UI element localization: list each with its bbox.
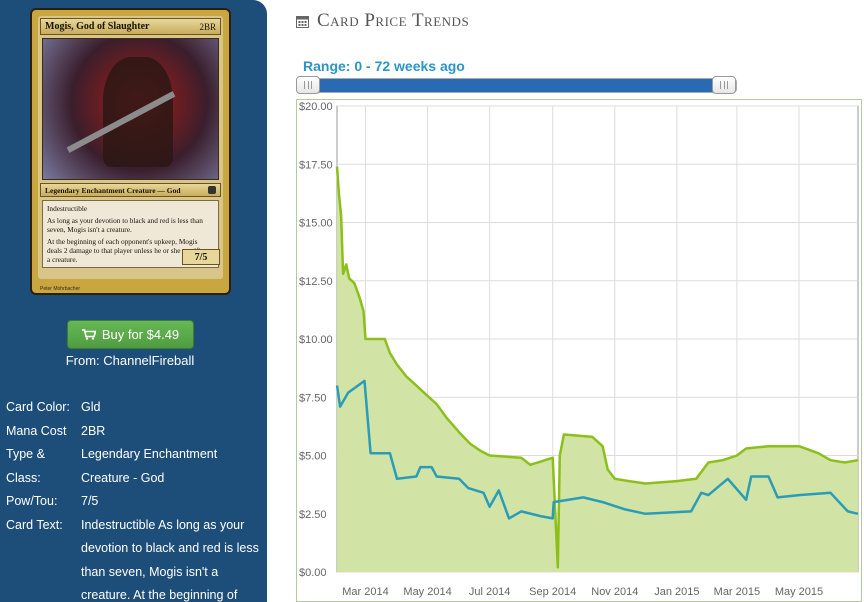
card-text-line: Indestructible — [47, 204, 88, 213]
range-label: Range: 0 - 72 weeks ago — [303, 58, 465, 74]
buy-button[interactable]: Buy for $4.49 — [67, 320, 194, 349]
detail-key: Type & Class: — [6, 447, 45, 485]
card-text-line: As long as your devotion to black and re… — [47, 216, 203, 234]
detail-key: Card Color: — [6, 400, 70, 414]
buy-button-label: Buy for $4.49 — [101, 327, 180, 342]
grip-icon — [720, 81, 728, 89]
range-slider-handle-min[interactable] — [296, 76, 320, 94]
y-tick-label: $12.50 — [299, 276, 333, 288]
detail-row: Pow/Tou: 7/5 — [6, 490, 261, 514]
x-tick-label: Jul 2014 — [469, 586, 511, 598]
detail-row: Card Text: Indestructible As long as you… — [6, 514, 261, 602]
section-header: Card Price Trends — [296, 10, 469, 32]
series-line-0 — [335, 166, 859, 569]
detail-row: Card Color: Gld — [6, 396, 261, 420]
card-image: Mogis, God of Slaughter 2BR Legendary En… — [30, 8, 231, 295]
y-tick-label: $10.00 — [299, 334, 333, 346]
card-frame: Mogis, God of Slaughter 2BR Legendary En… — [38, 16, 223, 279]
x-tick-label: Mar 2015 — [714, 586, 760, 598]
y-tick-label: $15.00 — [299, 218, 333, 230]
card-text-line: At the beginning of each opponent's upke… — [47, 237, 210, 264]
detail-value: Indestructible As long as your devotion … — [81, 517, 259, 602]
range-slider-track[interactable] — [297, 78, 737, 93]
detail-value: Legendary Enchantment Creature - God — [81, 447, 218, 485]
detail-value: 2BR — [81, 423, 106, 438]
vendor-label: From: ChannelFireball — [65, 353, 195, 368]
y-tick-label: $7.50 — [299, 392, 327, 404]
card-mana-symbols: 2BR — [199, 21, 216, 32]
cart-icon — [81, 329, 96, 340]
card-power-toughness: 7/5 — [182, 249, 220, 265]
grip-icon — [304, 81, 312, 89]
card-details: Card Color: Gld Mana Cost 2BR Type & Cla… — [6, 396, 261, 602]
price-chart: $0.00 $2.50 $5.00 $7.50 $10.00 $12.50 $15.00 $1… — [296, 99, 862, 602]
calendar-icon — [296, 15, 309, 28]
detail-value: Gld — [81, 400, 101, 414]
card-type-bar: Legendary Enchantment Creature — God — [40, 183, 221, 197]
series-area-fill — [337, 166, 858, 572]
range-slider-handle-max[interactable] — [712, 76, 736, 94]
card-artwork — [42, 38, 219, 180]
y-tick-label: $20.00 — [299, 101, 333, 113]
detail-value: 7/5 — [81, 494, 99, 508]
set-symbol-icon — [208, 186, 216, 194]
y-tick-label: $5.00 — [299, 451, 327, 463]
section-title: Card Price Trends — [317, 10, 470, 31]
detail-key: Card Text: — [6, 517, 63, 532]
card-rules-text: Indestructible As long as your devotion … — [42, 200, 219, 268]
x-tick-label: Nov 2014 — [591, 586, 638, 598]
card-name-bar: Mogis, God of Slaughter 2BR — [40, 18, 221, 35]
detail-key: Mana Cost — [6, 423, 67, 438]
y-tick-label: $0.00 — [299, 567, 327, 579]
price-chart-svg: $0.00 $2.50 $5.00 $7.50 $10.00 $12.50 $15.00 $1… — [299, 101, 859, 598]
detail-row: Type & Class: Legendary Enchantment Crea… — [6, 443, 261, 490]
detail-key: Pow/Tou: — [6, 494, 58, 508]
card-type-line: Legendary Enchantment Creature — God — [45, 185, 181, 195]
y-tick-label: $2.50 — [299, 509, 327, 521]
y-tick-label: $17.50 — [299, 159, 333, 171]
card-name: Mogis, God of Slaughter — [45, 21, 150, 32]
x-tick-label: Sep 2014 — [529, 586, 576, 598]
card-artist: Peter Mohrbacher — [40, 286, 81, 292]
card-sidebar: Mogis, God of Slaughter 2BR Legendary En… — [0, 0, 267, 602]
detail-row: Mana Cost 2BR — [6, 420, 261, 444]
x-tick-label: May 2015 — [775, 586, 823, 598]
series-line-1 — [335, 379, 859, 520]
x-tick-label: May 2014 — [403, 586, 451, 598]
x-tick-label: Jan 2015 — [654, 586, 699, 598]
x-tick-label: Mar 2014 — [342, 586, 388, 598]
